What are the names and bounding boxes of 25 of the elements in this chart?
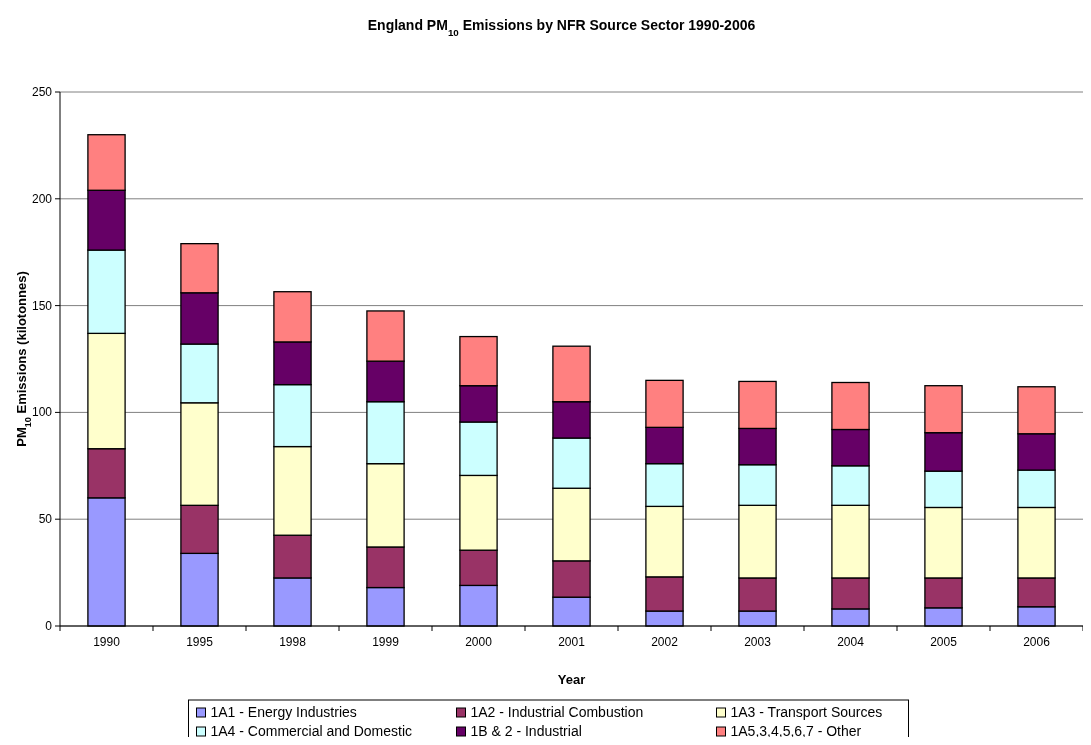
y-tick-label: 50 (38, 512, 53, 527)
y-tick-label: 250 (31, 85, 53, 99)
legend-label: 1A5,3,4,5,6,7 - Other (730, 723, 862, 739)
x-tick-label: 1998 (279, 635, 307, 649)
x-tick-label: 1995 (186, 635, 214, 649)
y-tick-label: 0 (45, 619, 53, 633)
x-tick-label: 1990 (93, 635, 121, 649)
legend-label: 1B & 2 - Industrial (470, 723, 582, 739)
legend-label: 1A3 - Transport Sources (730, 704, 883, 720)
chart-title: England PM$_{10}$ Emissions by NFR Source Sector 1990-2006 (367, 17, 756, 38)
x-tick-label: 2000 (465, 635, 493, 649)
y-tick-label: 150 (31, 298, 53, 313)
legend-label: 1A2 - Industrial Combustion (470, 704, 644, 720)
y-tick-label: 200 (31, 191, 53, 206)
x-tick-label: 2002 (651, 635, 679, 649)
x-tick-label: 2005 (930, 635, 958, 649)
legend-label: 1A1 - Energy Industries (210, 704, 357, 720)
x-tick-label: 2001 (558, 635, 586, 649)
y-tick-label: 100 (31, 405, 53, 420)
x-tick-label: 2003 (744, 635, 772, 649)
x-axis-title: Year (557, 672, 586, 687)
x-tick-label: 2006 (1023, 635, 1051, 649)
x-tick-label: 1999 (372, 635, 400, 649)
legend-label: 1A4 - Commercial and Domestic (210, 723, 413, 739)
x-tick-label: 2004 (837, 635, 865, 649)
